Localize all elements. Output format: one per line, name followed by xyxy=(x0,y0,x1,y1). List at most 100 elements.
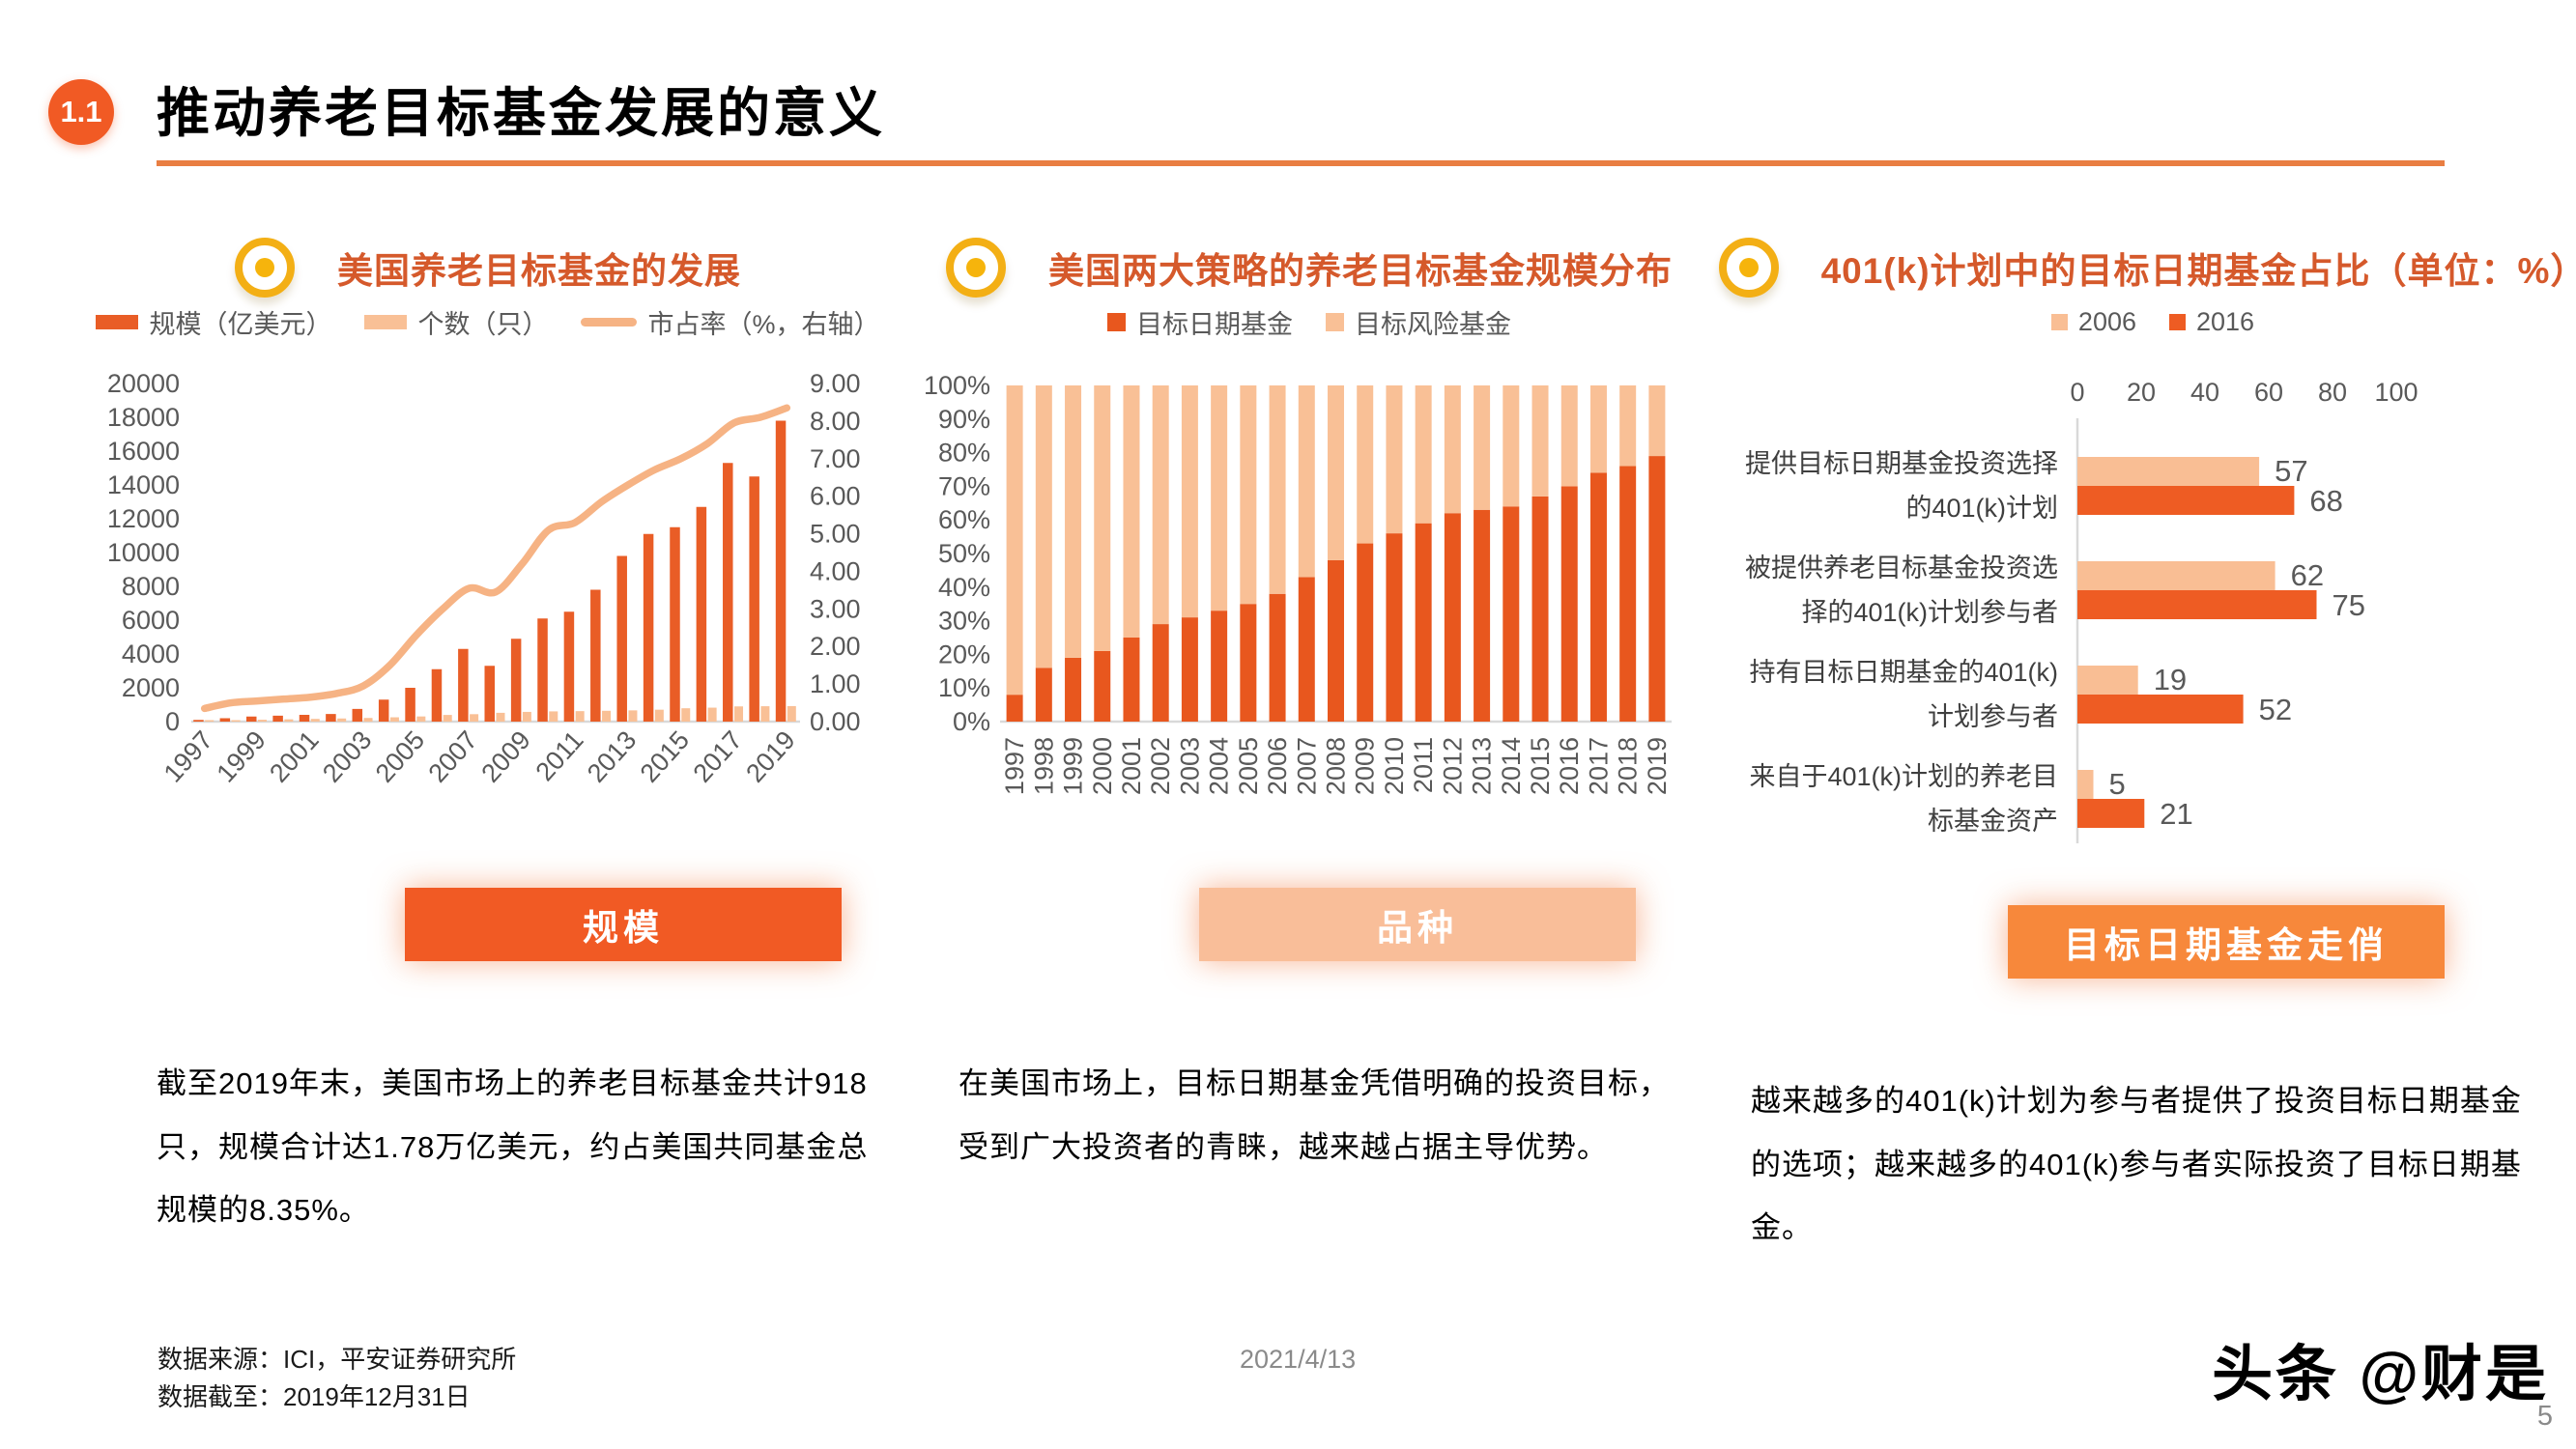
bar xyxy=(723,463,733,722)
svg-text:40%: 40% xyxy=(938,573,990,602)
chart1-legend: 规模（亿美元） 个数（只） 市占率（%，右轴） xyxy=(96,298,880,345)
bar-2006 xyxy=(2077,770,2094,799)
bullseye-dot-icon xyxy=(255,258,274,277)
paragraph-scale: 截至2019年末，美国市场上的养老目标基金共计918只，规模合计达1.78万亿美… xyxy=(157,1066,869,1228)
target-date-segment xyxy=(1648,456,1666,722)
bullseye-icon xyxy=(235,238,295,298)
target-date-segment xyxy=(1152,624,1169,722)
svg-text:2006: 2006 xyxy=(1263,737,1292,795)
target-date-segment xyxy=(1065,657,1082,722)
svg-text:2013: 2013 xyxy=(582,725,642,788)
bar xyxy=(496,712,505,722)
bar xyxy=(749,476,759,722)
bar xyxy=(775,420,787,722)
bar xyxy=(522,711,531,722)
svg-text:100: 100 xyxy=(2374,378,2418,407)
legend-item: 2016 xyxy=(2169,307,2254,337)
svg-text:0%: 0% xyxy=(953,707,990,736)
svg-text:70%: 70% xyxy=(938,471,990,500)
bar xyxy=(590,589,601,722)
svg-text:9.00: 9.00 xyxy=(810,369,861,398)
target-risk-segment xyxy=(1211,385,1228,611)
section-number-badge: 1.1 xyxy=(48,79,114,145)
bar xyxy=(337,718,347,722)
svg-text:2016: 2016 xyxy=(1555,737,1584,795)
target-risk-segment xyxy=(1415,385,1432,524)
bar xyxy=(219,718,231,722)
target-date-share-chart: 0 20 40 60 80 100 57 68 提供目标日期基金投资选择的401(k)计划 62 7… xyxy=(1739,362,2566,850)
value-label: 52 xyxy=(2259,693,2292,726)
svg-text:20%: 20% xyxy=(938,639,990,668)
bar xyxy=(537,618,548,722)
title-underline xyxy=(157,160,2445,166)
svg-text:2008: 2008 xyxy=(1322,737,1351,795)
target-date-segment xyxy=(1240,604,1257,722)
page-title: 推动养老目标基金发展的意义 xyxy=(157,83,886,143)
bar xyxy=(707,707,717,722)
bar xyxy=(760,706,770,722)
target-date-segment xyxy=(1503,506,1520,722)
svg-text:0: 0 xyxy=(2070,378,2084,407)
bar xyxy=(696,506,707,722)
data-source-line: 数据来源：ICI，平安证券研究所 xyxy=(157,1345,517,1374)
legend-label: 规模（亿美元） xyxy=(149,309,332,339)
legend-swatch xyxy=(581,317,638,327)
value-label: 62 xyxy=(2291,558,2324,592)
bar xyxy=(654,709,664,722)
target-risk-segment xyxy=(1648,385,1666,457)
banner-variety: 品种 xyxy=(1199,888,1636,961)
svg-text:2000: 2000 xyxy=(122,673,180,702)
bar xyxy=(643,533,654,722)
svg-text:2011: 2011 xyxy=(1409,737,1438,793)
column-401k: 401(k)计划中的目标日期基金占比（单位：%） 2006 2016 0 20 40 6… xyxy=(1718,237,2576,1260)
value-label: 5 xyxy=(2109,767,2126,801)
svg-text:2009: 2009 xyxy=(1351,737,1380,795)
bar xyxy=(549,711,558,722)
svg-text:1999: 1999 xyxy=(1059,737,1088,795)
bar-series xyxy=(193,420,796,722)
target-date-segment xyxy=(1560,486,1578,722)
paragraph-401k: 越来越多的401(k)计划为参与者提供了投资目标日期基金的选项；越来越多的401… xyxy=(1751,1084,2522,1245)
svg-text:8000: 8000 xyxy=(122,572,180,601)
legend-swatch xyxy=(1326,312,1344,331)
svg-text:14000: 14000 xyxy=(107,470,180,499)
bullseye-icon xyxy=(946,238,1006,298)
us-development-chart: 0 2000 4000 6000 8000 10000 12000 14000 16000 180… xyxy=(87,362,889,826)
chart3-legend: 2006 2016 xyxy=(2050,298,2254,345)
x-axis-labels: 1997 1998 1999 2000 2001 2002 2003 2004 2005 2006… xyxy=(1000,737,1672,795)
target-risk-segment xyxy=(1269,385,1286,594)
svg-text:20: 20 xyxy=(2127,378,2156,407)
target-date-segment xyxy=(1386,533,1403,722)
bar xyxy=(470,714,479,722)
svg-text:2017: 2017 xyxy=(687,725,747,788)
target-date-segment xyxy=(1123,638,1140,722)
target-date-segment xyxy=(1444,513,1461,722)
target-risk-segment xyxy=(1123,385,1140,638)
category-label: 持有目标日期基金的401(k)计划参与者 xyxy=(1749,658,2058,731)
svg-text:2004: 2004 xyxy=(1205,737,1234,795)
svg-text:2003: 2003 xyxy=(1175,737,1204,795)
bar xyxy=(602,710,612,722)
svg-text:30%: 30% xyxy=(938,607,990,636)
axes: 0 2000 4000 6000 8000 10000 12000 14000 16000 180… xyxy=(107,369,861,736)
bar xyxy=(431,668,443,722)
bar-2006 xyxy=(2077,666,2138,695)
target-risk-segment xyxy=(1474,385,1491,510)
svg-text:2005: 2005 xyxy=(370,725,430,788)
svg-text:1999: 1999 xyxy=(211,725,271,788)
bar xyxy=(616,555,627,722)
svg-text:60%: 60% xyxy=(938,505,990,534)
target-date-segment xyxy=(1094,650,1111,722)
target-risk-segment xyxy=(1152,385,1169,625)
bar-2016 xyxy=(2077,486,2295,515)
target-risk-segment xyxy=(1503,385,1520,507)
bar xyxy=(310,719,320,722)
bullseye-dot-icon xyxy=(1738,258,1759,277)
target-risk-segment xyxy=(1035,385,1052,668)
svg-text:4000: 4000 xyxy=(122,639,180,668)
bar-2006 xyxy=(2077,457,2260,486)
bar xyxy=(299,715,310,722)
svg-text:18000: 18000 xyxy=(107,403,180,432)
legend-label: 2016 xyxy=(2196,306,2255,336)
bar xyxy=(363,718,373,722)
